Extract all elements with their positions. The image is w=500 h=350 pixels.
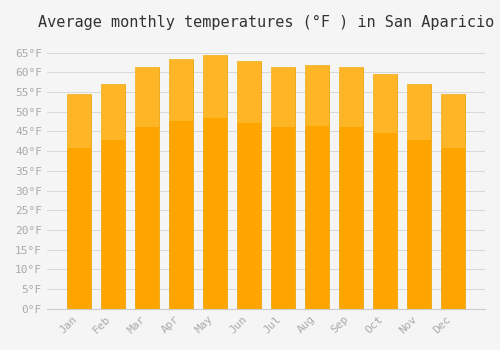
Bar — [101, 84, 124, 140]
Bar — [271, 66, 295, 127]
Bar — [135, 66, 158, 127]
Bar — [442, 94, 465, 309]
Bar — [339, 66, 363, 309]
Bar — [169, 59, 192, 121]
Bar — [305, 64, 329, 309]
Bar — [67, 94, 90, 309]
Bar — [339, 66, 363, 127]
Bar — [305, 64, 329, 126]
Bar — [169, 59, 192, 309]
Bar — [373, 75, 397, 133]
Bar — [101, 84, 124, 309]
Bar — [237, 61, 261, 122]
Bar — [407, 84, 431, 309]
Bar — [67, 94, 90, 148]
Bar — [203, 55, 227, 309]
Bar — [271, 66, 295, 309]
Bar — [135, 66, 158, 309]
Bar — [442, 94, 465, 148]
Bar — [373, 75, 397, 309]
Bar — [407, 84, 431, 140]
Bar — [237, 61, 261, 309]
Bar — [203, 55, 227, 118]
Title: Average monthly temperatures (°F ) in San Aparicio: Average monthly temperatures (°F ) in Sa… — [38, 15, 494, 30]
